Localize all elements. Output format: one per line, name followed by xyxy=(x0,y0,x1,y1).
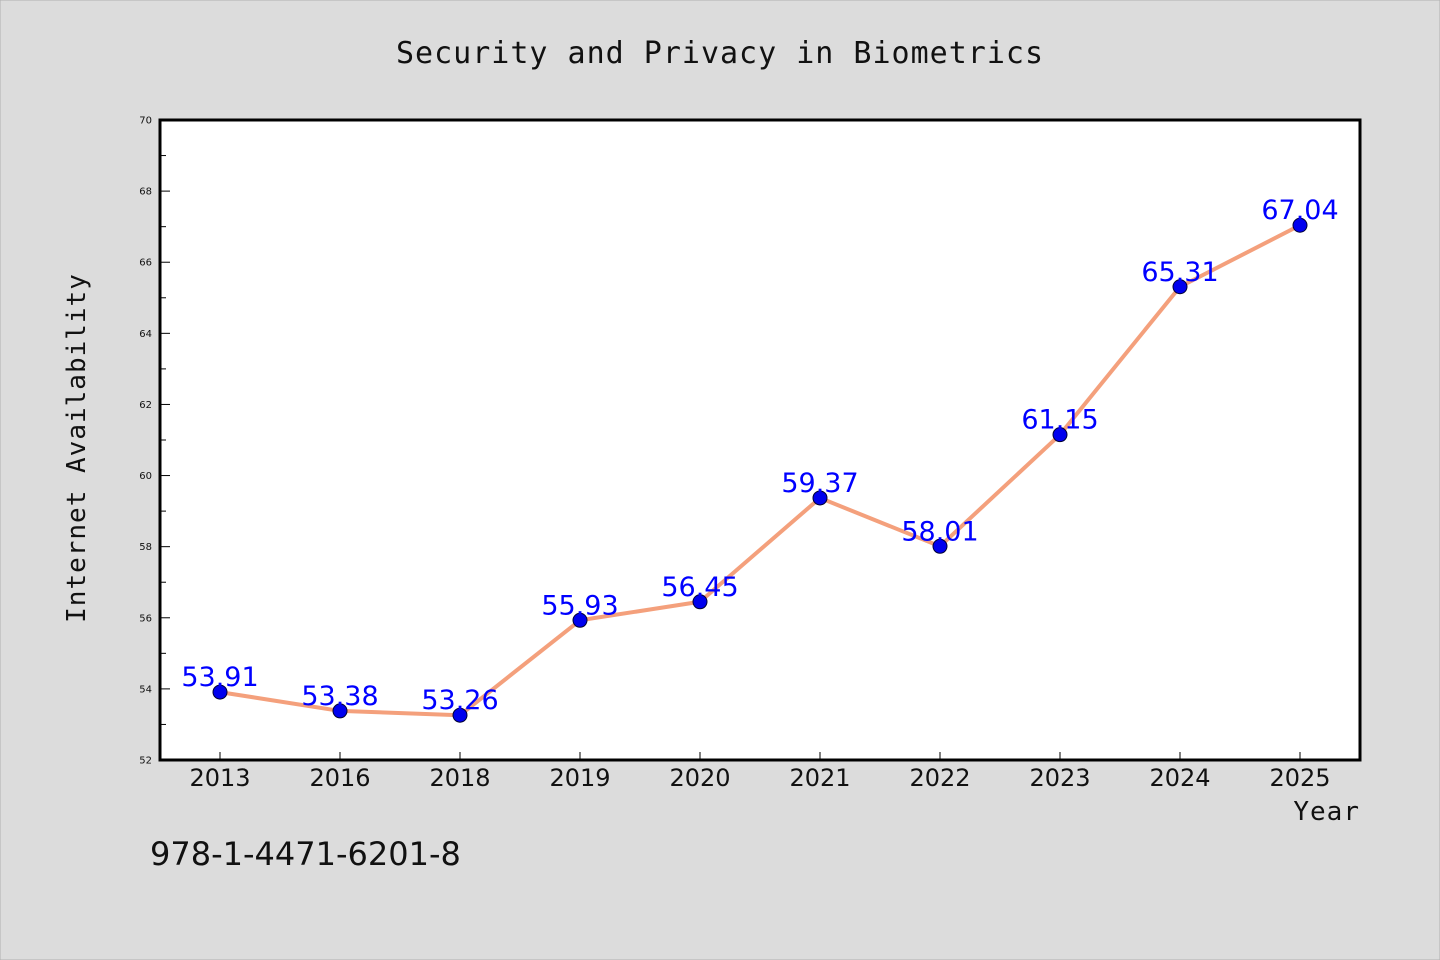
y-tick-label: 70 xyxy=(139,116,152,127)
data-point xyxy=(332,703,348,719)
data-label: 59.37 xyxy=(781,468,858,499)
x-tick-label: 2024 xyxy=(1149,764,1210,792)
plot-frame xyxy=(158,118,1362,762)
x-tick-label: 2013 xyxy=(189,764,250,792)
data-label: 55.93 xyxy=(541,590,618,621)
data-point xyxy=(1292,217,1308,233)
x-tick-label: 2021 xyxy=(789,764,850,792)
y-tick-label: 52 xyxy=(139,756,152,767)
x-tick-label: 2022 xyxy=(909,764,970,792)
x-tick-label: 2020 xyxy=(669,764,730,792)
y-tick-label: 58 xyxy=(139,542,152,553)
data-label: 53.38 xyxy=(301,681,378,712)
data-point xyxy=(812,490,828,506)
data-label: 53.91 xyxy=(181,662,258,693)
chart-title: Security and Privacy in Biometrics xyxy=(396,36,1044,71)
x-axis: 2013 2016 2018 2019 2020 2021 2022 2023 2024 2025 xyxy=(189,752,1331,792)
data-point xyxy=(932,538,948,554)
y-tick-label: 54 xyxy=(139,684,152,695)
data-point xyxy=(1052,427,1068,443)
y-tick-label: 66 xyxy=(139,258,152,269)
isbn-annotation: 978-1-4471-6201-8 xyxy=(150,835,461,873)
y-axis: 52 54 56 58 60 62 64 66 68 70 xyxy=(139,116,170,767)
y-tick-label: 68 xyxy=(139,187,152,198)
data-point xyxy=(572,612,588,628)
x-tick-label: 2018 xyxy=(429,764,490,792)
y-tick-label: 56 xyxy=(139,613,152,624)
data-point xyxy=(1172,279,1188,295)
plot-area xyxy=(160,120,1360,760)
y-tick-label: 62 xyxy=(139,400,152,411)
data-point xyxy=(212,684,228,700)
x-axis-label: Year xyxy=(1293,797,1360,827)
data-label: 61.15 xyxy=(1021,405,1098,436)
data-point xyxy=(692,594,708,610)
series-line xyxy=(218,223,1302,718)
x-tick-label: 2016 xyxy=(309,764,370,792)
series-layer: 53.91 53.38 53.26 55.93 56.45 59.37 58.01 61.15… xyxy=(181,195,1339,723)
data-label: 67.04 xyxy=(1261,195,1338,226)
data-label: 56.45 xyxy=(661,572,738,603)
data-point xyxy=(452,707,468,723)
x-tick-label: 2023 xyxy=(1029,764,1090,792)
x-tick-label: 2019 xyxy=(549,764,610,792)
y-tick-label: 64 xyxy=(139,329,152,340)
x-tick-label: 2025 xyxy=(1269,764,1330,792)
data-label: 53.26 xyxy=(421,685,498,716)
data-label: 58.01 xyxy=(901,516,978,547)
data-label: 65.31 xyxy=(1141,257,1218,288)
y-tick-label: 60 xyxy=(139,471,152,482)
y-axis-label: Internet Availability xyxy=(62,273,92,623)
